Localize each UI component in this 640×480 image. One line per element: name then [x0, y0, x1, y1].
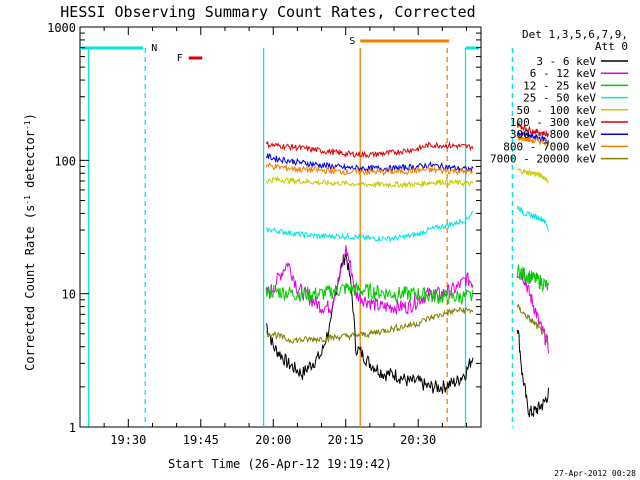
legend-label: 300 - 800 keV	[510, 128, 596, 141]
series-line-7000-20000-kev-segment-2	[516, 303, 549, 346]
night-flag-label: N	[151, 43, 157, 54]
chart-title: HESSI Observing Summary Count Rates, Cor…	[60, 3, 475, 21]
series-line-100-300-kev	[265, 140, 474, 159]
y-tick-label: 10	[62, 288, 76, 302]
legend-header: Det 1,3,5,6,7,9,	[522, 28, 628, 41]
x-tick-label: 19:45	[183, 433, 219, 447]
series-line-800-7000-kev	[265, 162, 474, 177]
series-line-800-7000-kev-segment-2	[517, 134, 549, 147]
legend-label: 3 - 6 keV	[536, 55, 596, 68]
x-axis-label: Start Time (26-Apr-12 19:19:42)	[168, 457, 392, 471]
legend-label: 6 - 12 keV	[530, 67, 597, 80]
series-line-7000-20000-kev	[265, 306, 474, 345]
y-tick-label: 1000	[47, 21, 76, 35]
series-line-3-6-kev-segment-2	[516, 330, 549, 418]
legend-label: 50 - 100 keV	[517, 104, 597, 117]
x-tick-label: 19:30	[110, 433, 146, 447]
legend-label: 7000 - 20000 keV	[490, 153, 596, 166]
date-stamp: 27-Apr-2012 00:28	[554, 469, 636, 478]
plot-frame	[79, 26, 482, 428]
series-line-12-25-kev-segment-2	[516, 264, 549, 293]
series-line-300-800-kev-segment-2	[516, 130, 549, 144]
legend-label: 100 - 300 keV	[510, 116, 596, 129]
series-line-50-100-kev	[265, 175, 474, 189]
flare-flag-label: F	[177, 53, 183, 64]
series-line-50-100-kev-segment-2	[517, 167, 549, 184]
x-tick-label: 20:15	[328, 433, 364, 447]
series-line-12-25-kev	[265, 281, 474, 305]
series-line-25-50-kev-segment-2	[516, 205, 549, 232]
y-tick-label: 1	[69, 421, 76, 435]
y-tick-label: 100	[54, 154, 76, 168]
series-line-6-12-kev	[265, 244, 474, 315]
x-tick-label: 20:00	[255, 433, 291, 447]
series-line-3-6-kev	[265, 253, 474, 394]
saa-flag-label: S	[349, 36, 355, 47]
x-tick-label: 20:30	[400, 433, 436, 447]
legend-label: 25 - 50 keV	[523, 92, 596, 105]
series-line-25-50-kev	[265, 210, 474, 243]
legend-label: 800 - 7000 keV	[503, 140, 596, 153]
legend-header-attenuator: Att 0	[595, 40, 628, 53]
legend-label: 12 - 25 keV	[523, 79, 596, 92]
series-line-100-300-kev-segment-2	[516, 122, 549, 138]
series-line-300-800-kev	[265, 153, 474, 174]
y-axis-label: Corrected Count Rate (s-1 detector-1)	[23, 113, 38, 371]
